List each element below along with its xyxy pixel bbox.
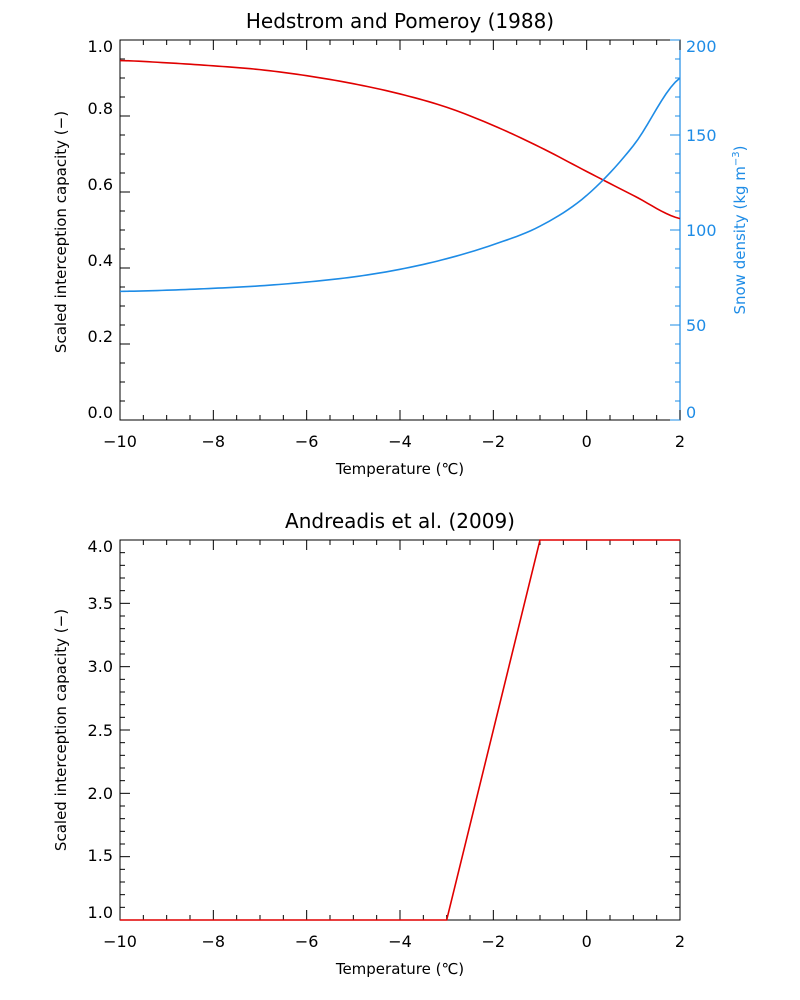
top-y-tick-label: 0.8 [88, 99, 113, 118]
top-chart-title: Hedstrom and Pomeroy (1988) [246, 9, 554, 33]
bottom-y-tick-label: 1.0 [88, 903, 113, 922]
top-y2-tick-label: 0 [686, 403, 696, 422]
bottom-x-tick-label: 2 [675, 932, 685, 951]
top-y2-tick-label: 100 [686, 221, 717, 240]
bottom-y-tick-label: 2.5 [88, 721, 113, 740]
top-x-tick-label: 2 [675, 432, 685, 451]
bottom-x-tick-label: −4 [388, 932, 412, 951]
bottom-y-tick-label: 1.5 [88, 846, 113, 865]
top-x-tick-label: 0 [582, 432, 592, 451]
top-y2-tick-label: 50 [686, 316, 706, 335]
top-x-tick-label: −8 [202, 432, 226, 451]
bottom-x-tick-label: −10 [103, 932, 137, 951]
series-line-scaled-capacity [119, 59, 681, 220]
top-y-tick-label: 0.2 [88, 327, 113, 346]
top-y2-tick-label: 200 [686, 37, 717, 56]
series-line-scaled-capacity-andreadis [120, 539, 680, 921]
top-y-tick-label: 1.0 [88, 37, 113, 56]
bottom-y-tick-label: 4.0 [88, 537, 113, 556]
top-y2-label-main: Snow density (kg m [731, 166, 749, 314]
bottom-x-tick-label: −2 [482, 932, 506, 951]
top-y-axis-label: Scaled interception capacity (−) [52, 111, 70, 353]
bottom-x-tick-label: −6 [295, 932, 319, 951]
bottom-x-tick-label: −8 [202, 932, 226, 951]
bottom-y-tick-label: 2.0 [88, 784, 113, 803]
bottom-x-axis-label: Temperature (℃) [335, 960, 464, 978]
bottom-x-tick-label: 0 [582, 932, 592, 951]
top-y2-tick-label: 150 [686, 126, 717, 145]
bottom-chart-title: Andreadis et al. (2009) [285, 509, 515, 533]
top-x-axis-label: Temperature (℃) [335, 460, 464, 478]
top-x-tick-label: −6 [295, 432, 319, 451]
top-panel: Hedstrom and Pomeroy (1988) −10 −8 −6 −4… [52, 9, 749, 478]
top-ticks [119, 39, 681, 421]
top-y2-label-exponent: −3 [731, 151, 742, 166]
top-y-tick-label: 0.4 [88, 251, 113, 270]
bottom-panel: Andreadis et al. (2009) −10 −8 −6 −4 −2 … [52, 509, 685, 978]
top-y2-axis-label: Snow density (kg m−3) [731, 145, 749, 314]
bottom-plot-frame [119, 539, 681, 921]
top-x-tick-label: −2 [482, 432, 506, 451]
bottom-y-tick-label: 3.0 [88, 657, 113, 676]
top-x-tick-label: −4 [388, 432, 412, 451]
bottom-y-tick-label: 3.5 [88, 594, 113, 613]
bottom-ticks [119, 539, 681, 921]
top-plot-frame [119, 39, 681, 421]
top-y-tick-label: 0.0 [88, 403, 113, 422]
top-x-tick-label: −10 [103, 432, 137, 451]
series-line-snow-density [119, 77, 681, 293]
top-y-tick-label: 0.6 [88, 175, 113, 194]
top-y2-label-close: ) [731, 145, 749, 151]
bottom-y-axis-label: Scaled interception capacity (−) [52, 609, 70, 851]
